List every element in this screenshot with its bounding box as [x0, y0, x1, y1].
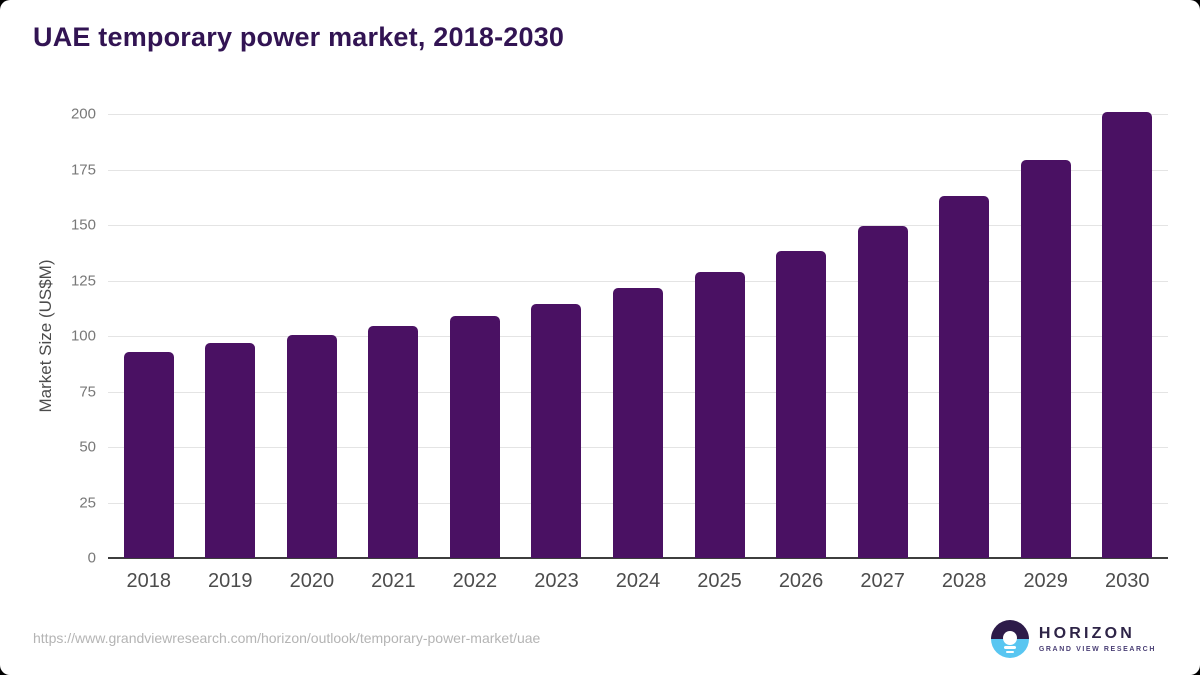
y-tick-label: 75 [79, 383, 96, 400]
x-tick-label: 2022 [452, 570, 498, 592]
x-tick-label: 2023 [534, 570, 579, 592]
logo-wordmark: HORIZON [1038, 625, 1136, 642]
logo-wave-shape [1003, 646, 1016, 649]
gridline [108, 225, 1168, 226]
bar-2018[interactable] [123, 351, 174, 558]
y-axis-title: Market Size (US$M) [36, 259, 55, 413]
horizon-logo-icon [990, 620, 1029, 658]
y-tick-label: 25 [79, 494, 96, 511]
x-tick-label: 2025 [697, 570, 742, 592]
x-tick-label: 2027 [860, 570, 905, 592]
x-tick-label: 2029 [1023, 570, 1068, 592]
x-tick-label: 2019 [208, 570, 253, 592]
logo-subtitle: GRAND VIEW RESEARCH [1038, 646, 1156, 653]
x-tick-label: 2024 [615, 570, 661, 592]
bar-2025[interactable] [694, 271, 745, 558]
x-tick-label: 2026 [778, 570, 824, 592]
bar-2023[interactable] [531, 303, 582, 558]
logo-sun-shape [1002, 631, 1017, 645]
logo-wave-shape [1005, 651, 1014, 653]
source-url: https://www.grandviewresearch.com/horizo… [33, 630, 541, 646]
y-tick-label: 50 [79, 438, 96, 456]
plot-area: 0 25 50 75 100 125 150 175 200 2018 2019 2020 2021 20… [71, 106, 1168, 592]
x-axis-line [108, 557, 1168, 559]
y-tick-label: 125 [70, 272, 96, 289]
x-tick-label: 2030 [1104, 570, 1150, 592]
y-tick-label: 150 [70, 216, 96, 234]
gridline [108, 114, 1168, 115]
logo-text: HORIZON GRAND VIEW RESEARCH [1039, 625, 1156, 653]
x-tick-label: 2018 [126, 570, 172, 592]
bar-2030[interactable] [1102, 111, 1153, 558]
bar-2026[interactable] [776, 250, 827, 558]
bar-2029[interactable] [1020, 159, 1071, 558]
x-tick-label: 2021 [371, 570, 416, 592]
bar-2028[interactable] [939, 196, 990, 558]
bar-2024[interactable] [613, 288, 663, 558]
bar-2027[interactable] [857, 226, 908, 558]
y-tick-label: 0 [87, 549, 96, 567]
x-tick-label: 2028 [941, 570, 987, 592]
gridline [108, 280, 1168, 282]
chart-title: UAE temporary power market, 2018-2030 [33, 22, 565, 52]
bar-2019[interactable] [205, 342, 256, 558]
gridline [108, 169, 1168, 171]
y-tick-label: 175 [70, 161, 96, 178]
y-tick-label: 200 [70, 105, 96, 123]
horizon-logo: HORIZON GRAND VIEW RESEARCH [990, 620, 1156, 658]
bar-2021[interactable] [368, 326, 419, 558]
bar-2020[interactable] [286, 334, 337, 558]
y-tick-label: 100 [70, 327, 96, 345]
x-tick-label: 2020 [289, 570, 335, 592]
bar-2022[interactable] [449, 316, 500, 558]
